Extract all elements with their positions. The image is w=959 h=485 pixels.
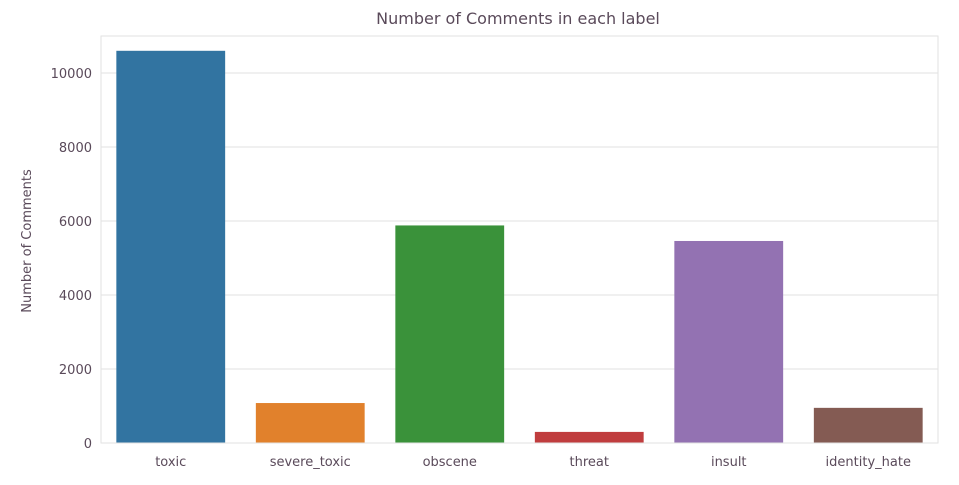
- x-tick-label: severe_toxic: [270, 455, 351, 470]
- bar-toxic: [116, 50, 226, 444]
- y-tick-label: 4000: [59, 289, 92, 304]
- bar-obscene: [395, 225, 505, 443]
- y-tick-label: 8000: [59, 141, 92, 156]
- y-tick-label: 0: [84, 437, 92, 452]
- plot-frame: [100, 35, 939, 444]
- x-tick-label: toxic: [155, 455, 186, 470]
- bar-threat: [534, 431, 644, 443]
- bar-severe-toxic: [255, 403, 365, 443]
- y-tick-label: 6000: [59, 215, 92, 230]
- x-tick-label: insult: [711, 455, 747, 470]
- bar-identity-hate: [813, 407, 923, 443]
- x-tick-label: threat: [570, 455, 609, 470]
- bars: [116, 50, 923, 444]
- x-tick-label: obscene: [423, 455, 477, 470]
- x-ticks: toxic severe_toxic obscene threat insult iden…: [155, 455, 911, 470]
- y-ticks: 0 2000 4000 6000 8000 10000: [51, 67, 92, 452]
- y-axis-label: Number of Comments: [20, 169, 35, 313]
- y-tick-label: 10000: [51, 67, 92, 82]
- bar-insult: [674, 240, 784, 443]
- x-tick-label: identity_hate: [826, 455, 911, 470]
- grid-lines: [101, 72, 938, 444]
- chart-title: Number of Comments in each label: [376, 9, 660, 28]
- y-tick-label: 2000: [59, 363, 92, 378]
